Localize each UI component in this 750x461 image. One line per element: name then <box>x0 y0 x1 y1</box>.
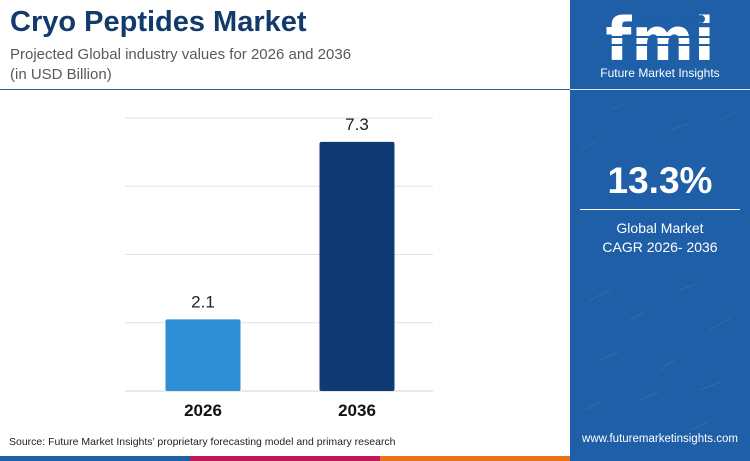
cagr-value: 13.3% <box>607 160 713 201</box>
footer-stripe-orange <box>380 456 570 461</box>
footer-stripe <box>0 456 570 461</box>
cagr-divider <box>580 209 740 210</box>
cagr-label: Global Market CAGR 2026- 2036 <box>570 219 750 257</box>
chart-subtitle: Projected Global industry values for 202… <box>10 45 430 85</box>
subtitle-line-1: Projected Global industry values for 202… <box>10 46 352 63</box>
subtitle-line-2: (in USD Billion) <box>10 66 112 83</box>
bar-2036 <box>319 141 395 391</box>
bar-chart: 2.1 2026 7.3 2036 <box>125 115 433 420</box>
footer-stripe-blue <box>0 456 190 461</box>
header-divider <box>0 89 570 90</box>
cagr-label-line-2: CAGR 2026- 2036 <box>602 239 718 255</box>
x-tick-label-2036: 2036 <box>338 401 376 420</box>
source-note: Source: Future Market Insights’ propriet… <box>9 436 396 448</box>
website-link[interactable]: www.futuremarketinsights.com <box>582 433 738 445</box>
sidebar-divider <box>570 89 750 90</box>
sidebar-texture <box>579 103 737 431</box>
fmi-logo: fmi <box>605 6 714 68</box>
chart-panel: Cryo Peptides Market Projected Global in… <box>0 6 570 461</box>
globe-icon <box>644 15 705 23</box>
x-tick-label-2026: 2026 <box>184 401 222 420</box>
sidebar-panel: fmi Future Market Insights 13.3% Global … <box>570 0 750 461</box>
cagr-label-line-1: Global Market <box>616 220 704 236</box>
bar-2026 <box>165 319 241 391</box>
logo-subtitle: Future Market Insights <box>600 66 720 80</box>
footer-stripe-magenta <box>190 456 380 461</box>
data-label-2036: 7.3 <box>345 115 369 134</box>
chart-title: Cryo Peptides Market <box>10 6 307 38</box>
data-label-2026: 2.1 <box>191 292 215 311</box>
